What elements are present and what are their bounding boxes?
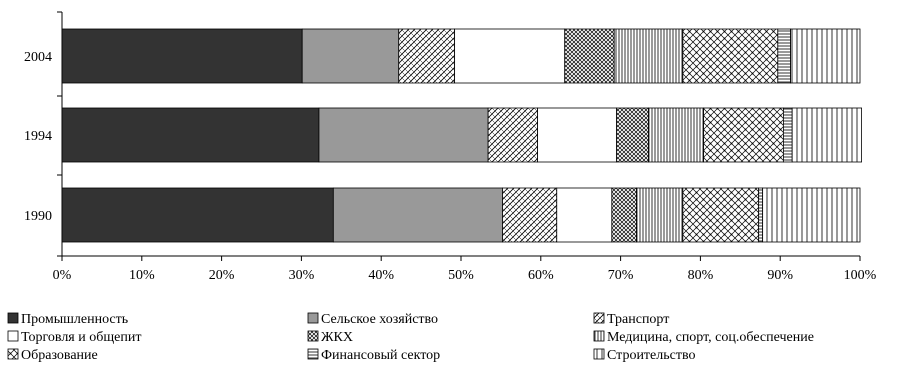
bar-segment-1994-промышленность [61,107,320,163]
legend-item-торговля-и-общепит: Торговля и общепит [7,330,141,345]
bar-segment-1990-образование [682,187,760,243]
legend-swatch [7,330,19,342]
x-tick-label: 70% [608,268,634,283]
x-tick-label: 60% [528,268,554,283]
bar-segment-1990-медицина-спорт-соц-обеспечение [636,187,684,243]
x-tick-label: 100% [844,268,877,283]
legend-swatch [7,312,19,324]
bar-segment-1994-строительство [791,107,862,163]
legend-swatch [307,312,319,324]
bar-segment-1994-торговля-и-общепит [537,107,618,163]
legend-label: Промышленность [21,312,128,327]
legend-item-финансовый-сектор: Финансовый сектор [307,348,440,363]
x-tick-label: 0% [53,268,72,283]
y-tick-label: 2004 [24,50,52,65]
bar-segment-1990-сельское-хозяйство [332,187,503,243]
bar-segment-2004-транспорт [398,28,456,84]
bars [61,28,862,243]
bar-segment-2004-торговля-и-общепит [454,28,566,84]
bar-segment-1990-строительство [762,187,861,243]
bar-segment-1990-транспорт [502,187,558,243]
x-tick-label: 30% [289,268,315,283]
legend-label: Финансовый сектор [321,348,440,363]
bar-segment-2004-образование [682,28,779,84]
x-tick-label: 80% [688,268,714,283]
legend-item-образование: Образование [7,348,98,363]
legend-item-строительство: Строительство [593,348,695,363]
bar-segment-2004-строительство [790,28,861,84]
bar-segment-2004-сельское-хозяйство [301,28,400,84]
bar-segment-2004-финансовый-сектор [777,28,791,84]
x-tick-label: 50% [448,268,474,283]
legend-item-сельское-хозяйство: Сельское хозяйство [307,312,438,327]
bar-segment-1994-сельское-хозяйство [318,107,489,163]
x-tick-label: 10% [129,268,155,283]
legend-item-транспорт: Транспорт [593,312,669,327]
legend-swatch [593,330,605,342]
bar-segment-1990-промышленность [61,187,334,243]
bar-segment-2004-жкх [564,28,615,84]
y-tick-label: 1994 [24,129,52,144]
legend-item-жкх: ЖКХ [307,330,353,345]
legend: Промышленность Сельское хозяйство Транспор… [7,312,814,363]
y-tick-label: 1990 [24,209,52,224]
legend-item-промышленность: Промышленность [7,312,128,327]
bar-segment-1990-торговля-и-общепит [556,187,613,243]
legend-swatch [593,312,605,324]
legend-swatch [307,348,319,360]
bar-segment-1994-образование [703,107,784,163]
legend-swatch [307,330,319,342]
bar-segment-2004-промышленность [61,28,303,84]
bar-segment-1994-медицина-спорт-соц-обеспечение [648,107,704,163]
bar-segment-1994-транспорт [487,107,539,163]
bar-segment-1990-жкх [611,187,637,243]
tick-labels: 2004 1994 1990 0% 10% 20% 30% 40% 50% 60% 70% 80% 90… [24,50,877,283]
legend-label: Строительство [607,348,695,363]
legend-swatch [7,348,19,360]
legend-label: ЖКХ [321,330,353,345]
bar-segment-1994-финансовый-сектор [782,107,793,163]
bar-segment-1994-жкх [616,107,649,163]
legend-label: Сельское хозяйство [321,312,438,327]
x-tick-label: 90% [767,268,793,283]
legend-item-медицина-спорт-соц-обеспечение: Медицина, спорт, соц.обеспечение [593,330,814,345]
legend-swatch [593,348,605,360]
bar-segment-2004-медицина-спорт-соц-обеспечение [613,28,684,84]
legend-label: Образование [21,348,98,363]
bar-segment-1990-финансовый-сектор [758,187,764,243]
legend-label: Медицина, спорт, соц.обеспечение [607,330,814,345]
legend-label: Торговля и общепит [21,330,141,345]
x-tick-label: 20% [209,268,235,283]
x-tick-label: 40% [368,268,394,283]
legend-label: Транспорт [607,312,669,327]
